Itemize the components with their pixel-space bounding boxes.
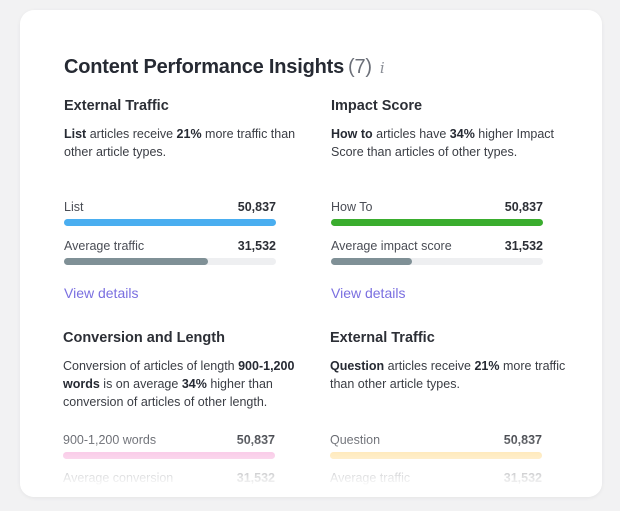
insight-section: Impact Score How to articles have 34% hig…: [331, 98, 554, 301]
insight-section: External Traffic Question articles receiv…: [330, 330, 565, 497]
section-title: External Traffic: [330, 330, 435, 346]
metric-bar-fill: [331, 219, 543, 226]
metric-bar: [64, 258, 276, 265]
metric-bar-fill: [331, 258, 412, 265]
metric-row: Average impact score 31,532: [331, 239, 543, 253]
insight-section: Conversion and Length Conversion of artic…: [63, 330, 294, 497]
section-title: Conversion and Length: [63, 330, 225, 346]
metric-bar: [331, 258, 543, 265]
metric-bar: [64, 219, 276, 226]
metric-bar: [331, 219, 543, 226]
view-details-link[interactable]: View details: [64, 285, 139, 301]
insight-count: (7): [348, 56, 372, 78]
section-description: Conversion of articles of length 900-1,2…: [63, 359, 295, 409]
fade-overlay: [20, 427, 602, 497]
insight-section: External Traffic List articles receive 21…: [64, 98, 295, 301]
metric-bar-fill: [64, 258, 209, 265]
view-details-link[interactable]: View details: [331, 285, 406, 301]
section-description: How to articles have 34% higher Impact S…: [331, 127, 555, 159]
metric-bar-fill: [64, 219, 276, 226]
page-title: Content Performance Insights (7) i: [64, 56, 385, 78]
section-title: Impact Score: [331, 98, 423, 114]
info-icon[interactable]: i: [379, 59, 385, 77]
insights-card: Content Performance Insights (7) i Externa…: [20, 10, 602, 497]
metric-row: How To 50,837: [331, 200, 543, 214]
section-description: Question articles receive 21% more traff…: [330, 359, 566, 391]
section-title: External Traffic: [64, 98, 169, 114]
section-description: List articles receive 21% more traffic t…: [64, 127, 296, 159]
metric-row: List 50,837: [64, 200, 276, 214]
